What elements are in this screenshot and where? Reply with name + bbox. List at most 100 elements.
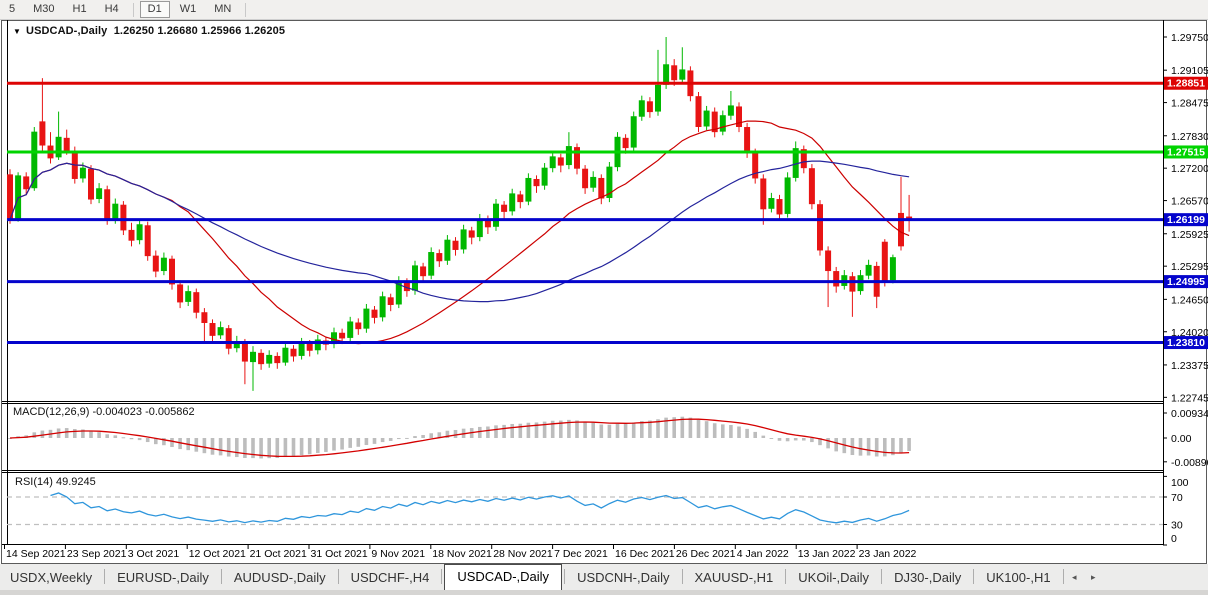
price-level-badge bbox=[1164, 213, 1208, 227]
macd-histogram-bar bbox=[623, 423, 628, 438]
macd-histogram-bar bbox=[559, 420, 563, 438]
tab-scroll-arrows[interactable]: ◂ ▸ bbox=[1072, 572, 1102, 582]
macd-histogram-bar bbox=[550, 420, 555, 438]
chart-title: ▼ USDCAD-,Daily 1.26250 1.26680 1.25966 1… bbox=[13, 25, 285, 37]
timeframe-button-m30[interactable]: M30 bbox=[33, 3, 55, 15]
macd-histogram-bar bbox=[413, 436, 417, 438]
macd-histogram-bar bbox=[324, 438, 328, 452]
macd-histogram-bar bbox=[712, 423, 717, 438]
macd-histogram-bar bbox=[640, 421, 644, 438]
candle-body bbox=[201, 312, 208, 323]
candle-body bbox=[193, 292, 200, 313]
candle-body bbox=[671, 65, 678, 81]
macd-histogram-bar bbox=[307, 438, 312, 455]
candle-body bbox=[88, 168, 94, 200]
macd-histogram-bar bbox=[218, 438, 223, 456]
candle-body bbox=[695, 96, 702, 128]
macd-histogram-bar bbox=[210, 438, 215, 455]
macd-histogram-bar bbox=[599, 424, 604, 438]
chart-tab-eurusd-daily[interactable]: EURUSD-,Daily bbox=[117, 570, 209, 585]
chart-tab-usdcnh-daily[interactable]: USDCNH-,Daily bbox=[577, 570, 670, 585]
timeframe-button-d1[interactable]: D1 bbox=[139, 1, 170, 18]
date-axis-label: 3 Oct 2021 bbox=[128, 548, 180, 560]
price-axis-tick-label: 1.29750 bbox=[1171, 32, 1208, 44]
timeframe-button-w1[interactable]: W1 bbox=[179, 3, 197, 15]
chart-dropdown-icon[interactable]: ▼ bbox=[13, 27, 22, 36]
candle-body bbox=[582, 168, 589, 189]
candle-body bbox=[274, 355, 281, 364]
chart-tab-dj30-daily[interactable]: DJ30-,Daily bbox=[894, 570, 962, 585]
chart-tab-audusd-daily[interactable]: AUDUSD-,Daily bbox=[233, 570, 326, 585]
candle-body bbox=[23, 176, 30, 190]
macd-histogram-bar bbox=[129, 438, 134, 440]
candle-body bbox=[282, 347, 289, 363]
candle-body bbox=[606, 166, 613, 198]
candle-body bbox=[849, 276, 856, 292]
price-axis-tick-label: 1.25295 bbox=[1171, 261, 1208, 273]
candle-body bbox=[541, 167, 548, 186]
candle-body bbox=[241, 342, 248, 362]
candle-body bbox=[355, 322, 362, 330]
chart-tab-usdx-weekly[interactable]: USDX,Weekly bbox=[10, 570, 93, 585]
candle-body bbox=[144, 225, 151, 257]
macd-histogram-bar bbox=[672, 417, 676, 438]
tab-separator bbox=[564, 569, 566, 584]
macd-histogram-bar bbox=[802, 438, 806, 441]
macd-histogram-bar bbox=[89, 431, 93, 438]
candle-body bbox=[379, 296, 386, 318]
macd-histogram-bar bbox=[372, 438, 377, 444]
candle-body bbox=[622, 137, 629, 149]
date-axis-label: 21 Oct 2021 bbox=[250, 548, 307, 560]
candle-body bbox=[817, 204, 823, 251]
candle-body bbox=[412, 265, 418, 291]
macd-histogram-bar bbox=[137, 438, 142, 441]
macd-histogram-bar bbox=[170, 438, 174, 448]
tab-separator bbox=[881, 569, 883, 584]
macd-histogram-bar bbox=[121, 437, 126, 439]
macd-histogram-bar bbox=[656, 419, 660, 438]
macd-histogram-bar bbox=[575, 420, 579, 438]
macd-histogram-bar bbox=[364, 438, 369, 446]
macd-axis-label: 0.00 bbox=[1171, 433, 1192, 445]
macd-histogram-bar bbox=[583, 421, 587, 438]
macd-histogram-bar bbox=[421, 435, 425, 438]
macd-axis-label: -0.008902 bbox=[1171, 457, 1208, 469]
chart-tab-usdcad-daily[interactable]: USDCAD-,Daily bbox=[444, 564, 563, 590]
candle-body bbox=[679, 69, 686, 80]
macd-histogram-bar bbox=[429, 433, 433, 438]
timeframe-button-5[interactable]: 5 bbox=[9, 3, 16, 15]
tab-separator bbox=[681, 569, 683, 584]
macd-histogram-bar bbox=[348, 438, 352, 448]
timeframe-button-h1[interactable]: H1 bbox=[72, 3, 87, 15]
candle-body bbox=[517, 194, 524, 203]
macd-histogram-bar bbox=[356, 438, 361, 447]
date-axis-label: 12 Oct 2021 bbox=[189, 548, 246, 560]
chart-tab-uk100-h1[interactable]: UK100-,H1 bbox=[986, 570, 1051, 585]
price-level-badge-label: 1.24995 bbox=[1167, 276, 1205, 288]
candle-body bbox=[565, 146, 572, 166]
candle-body bbox=[808, 168, 815, 205]
macd-histogram-bar bbox=[899, 438, 903, 454]
candle-body bbox=[160, 257, 167, 272]
candle-body bbox=[185, 291, 192, 302]
chart-tab-ukoil-daily[interactable]: UKOil-,Daily bbox=[798, 570, 870, 585]
candle-body bbox=[452, 240, 459, 250]
price-level-badge bbox=[1164, 76, 1208, 90]
price-axis-tick-label: 1.25925 bbox=[1171, 229, 1208, 241]
candle-body bbox=[339, 332, 346, 339]
timeframe-button-h4[interactable]: H4 bbox=[104, 3, 119, 15]
macd-histogram-bar bbox=[631, 422, 636, 438]
candle-body bbox=[444, 239, 451, 261]
chart-tab-xauusd-h1[interactable]: XAUUSD-,H1 bbox=[694, 570, 774, 585]
candle-body bbox=[96, 188, 103, 200]
timeframe-button-mn[interactable]: MN bbox=[214, 3, 232, 15]
price-axis-tick-label: 1.28475 bbox=[1171, 98, 1208, 110]
candle-body bbox=[314, 339, 321, 351]
chart-tab-usdchf-h4[interactable]: USDCHF-,H4 bbox=[350, 570, 430, 585]
price-axis-tick-label: 1.27200 bbox=[1171, 163, 1208, 175]
macd-histogram-bar bbox=[874, 438, 879, 457]
date-axis-label: 18 Nov 2021 bbox=[432, 548, 492, 560]
candle-body bbox=[574, 147, 580, 169]
macd-histogram-bar bbox=[64, 428, 69, 438]
